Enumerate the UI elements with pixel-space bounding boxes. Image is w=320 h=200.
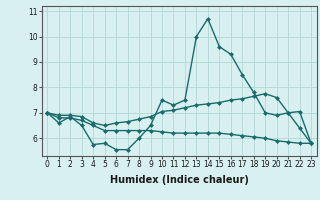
X-axis label: Humidex (Indice chaleur): Humidex (Indice chaleur) [110,175,249,185]
